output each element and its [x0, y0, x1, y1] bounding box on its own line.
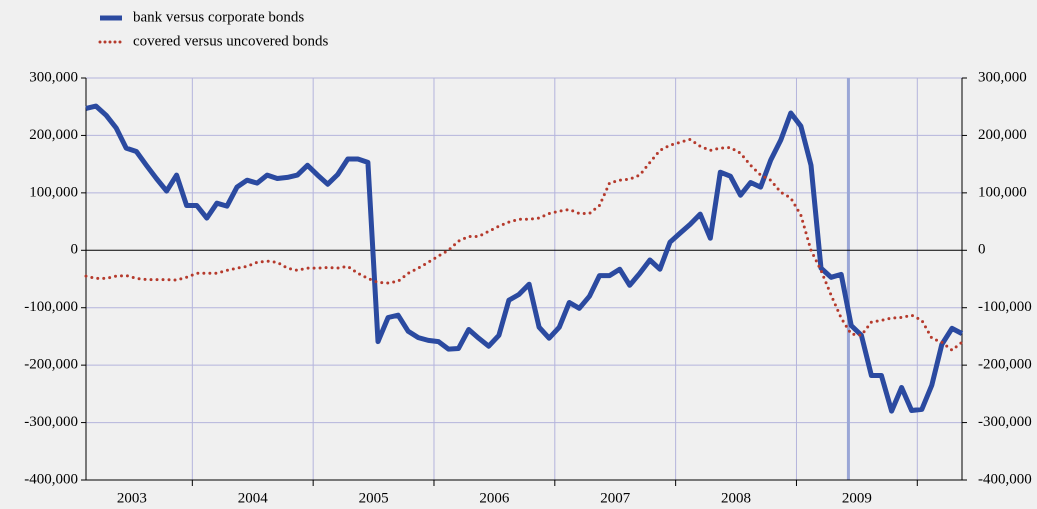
x-tick-label: 2009	[842, 490, 872, 506]
x-tick-label: 2004	[238, 490, 269, 506]
x-tick-label: 2008	[721, 490, 751, 506]
y2-tick-label: 200,000	[978, 127, 1027, 143]
series-line	[85, 103, 964, 414]
y-tick-label: 200,000	[29, 127, 78, 143]
y2-tick-label: 100,000	[978, 184, 1027, 200]
y-tick-label: -200,000	[24, 357, 78, 373]
y2-tick-label: -200,000	[978, 357, 1032, 373]
y-tick-label: 0	[71, 242, 79, 258]
x-tick-label: 2005	[359, 490, 389, 506]
y-tick-label: 100,000	[29, 184, 78, 200]
legend-label: covered versus uncovered bonds	[133, 33, 329, 49]
y2-tick-label: 0	[978, 242, 986, 258]
y2-tick-label: 300,000	[978, 69, 1027, 85]
y-tick-label: -400,000	[24, 471, 78, 487]
x-tick-label: 2003	[117, 490, 147, 506]
y2-tick-label: -300,000	[978, 414, 1032, 430]
y-tick-label: 300,000	[29, 69, 78, 85]
x-tick-label: 2007	[600, 490, 631, 506]
y-tick-label: -100,000	[24, 299, 78, 315]
y-tick-label: -300,000	[24, 414, 78, 430]
y2-tick-label: -400,000	[978, 471, 1032, 487]
legend-label: bank versus corporate bonds	[133, 9, 304, 25]
series-line	[84, 137, 964, 352]
y2-tick-label: -100,000	[978, 299, 1032, 315]
x-tick-label: 2006	[479, 490, 510, 506]
